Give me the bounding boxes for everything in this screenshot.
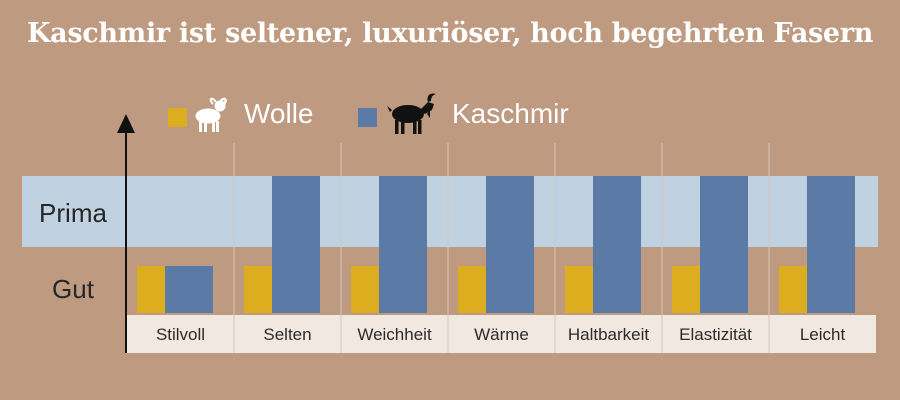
category-label: Selten [263,325,311,344]
level-label-prima: Prima [39,198,107,228]
category-label: Elastizität [679,325,752,344]
category-labels: Stilvoll Selten Weichheit Wärme Haltbarkeit E… [156,325,846,344]
level-label-gut: Gut [52,274,94,304]
legend-label-wolle: Wolle [244,98,314,129]
legend-label-kaschmir: Kaschmir [452,98,569,129]
category-label: Leicht [800,325,846,344]
bar-kaschmir-5 [700,176,748,313]
bars [137,176,855,313]
y-axis-arrow [117,114,135,353]
category-label: Wärme [474,325,529,344]
category-label: Weichheit [357,325,432,344]
category-label: Stilvoll [156,325,205,344]
bar-kaschmir-0 [165,266,213,313]
bar-wolle-0 [137,266,165,313]
prima-level-band [22,176,878,247]
bar-kaschmir-1 [272,176,320,313]
sheep-icon [195,97,227,132]
bar-wolle-6 [779,266,807,313]
bar-kaschmir-3 [486,176,534,313]
bar-kaschmir-4 [593,176,641,313]
category-dividers [233,143,770,353]
bar-wolle-2 [351,266,379,313]
bar-kaschmir-2 [379,176,427,313]
bar-wolle-3 [458,266,486,313]
bar-kaschmir-6 [807,176,855,313]
bar-wolle-1 [244,266,272,313]
bar-wolle-4 [565,266,593,313]
category-label: Haltbarkeit [568,325,650,344]
goat-icon [387,93,436,134]
legend-swatch-kaschmir [358,108,377,127]
legend-swatch-wolle [168,108,187,127]
bar-wolle-5 [672,266,700,313]
chart-title: Kaschmir ist seltener, luxuriöser, hoch … [26,18,874,49]
category-label-band [127,315,876,353]
